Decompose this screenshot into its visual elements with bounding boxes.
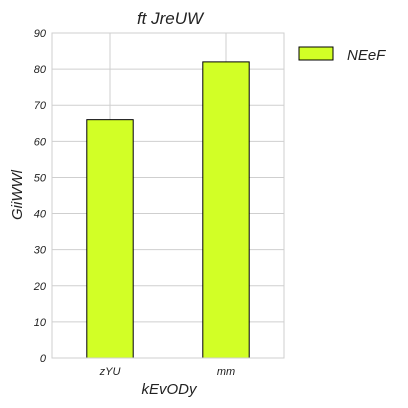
- x-axis-label: kEvODy: [141, 381, 198, 398]
- y-tick-label: 60: [34, 136, 47, 148]
- y-tick-label: 40: [34, 209, 47, 221]
- legend-label: NEeF: [347, 47, 386, 64]
- y-tick-label: 0: [40, 353, 47, 365]
- x-tick-label: zYU: [99, 366, 121, 378]
- y-tick-label: 10: [34, 317, 47, 329]
- legend-swatch: [298, 46, 334, 61]
- y-tick-labels: 0 10 20 30 40 50 60 70 80 90: [33, 28, 47, 365]
- y-tick-label: 20: [33, 281, 47, 293]
- y-tick-label: 80: [34, 64, 47, 76]
- y-tick-label: 30: [34, 245, 47, 257]
- y-axis-label: GiiWWl: [9, 169, 26, 220]
- chart-title: ft JreUW: [137, 9, 205, 28]
- bar-zYU: [86, 119, 134, 359]
- x-tick-label: mm: [217, 366, 235, 378]
- plot-frame: [51, 32, 285, 359]
- x-tick-labels: zYU mm: [99, 366, 236, 378]
- bar-mm: [202, 61, 250, 359]
- legend: NEeF: [298, 46, 386, 64]
- bar-layer: [86, 61, 250, 359]
- y-tick-label: 90: [34, 28, 47, 40]
- y-tick-label: 50: [34, 172, 47, 184]
- y-tick-label: 70: [34, 100, 47, 112]
